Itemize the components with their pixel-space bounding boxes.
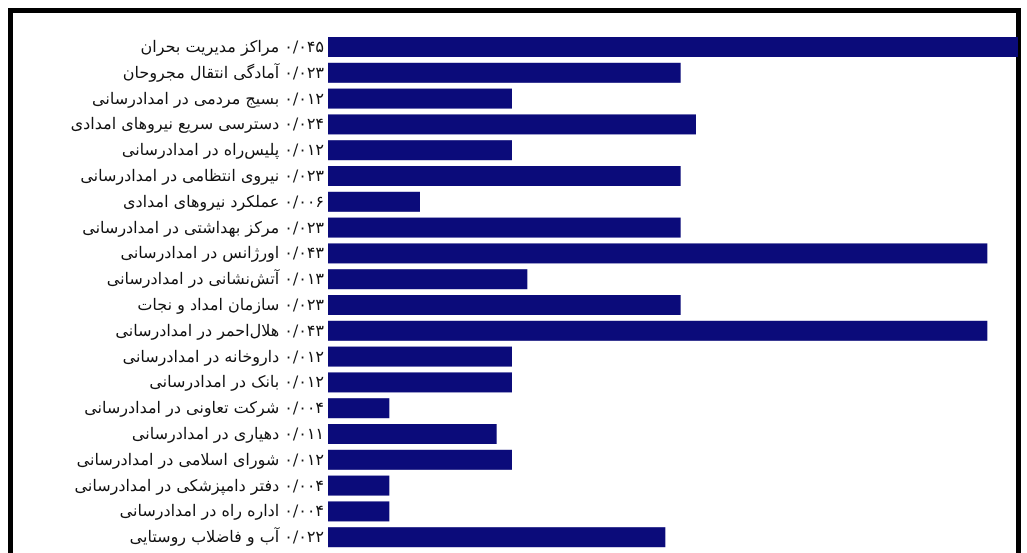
bar-label: ۰/۰۰۴اداره راه در امدادرسانی (115, 499, 324, 523)
category-label: مرکز بهداشتی در امدادرسانی (82, 217, 280, 237)
bar (328, 424, 497, 444)
category-label: نیروی انتظامی در امدادرسانی (80, 166, 280, 185)
bar (328, 140, 512, 161)
category-label: داروخانه در امدادرسانی (122, 346, 280, 366)
bar (328, 449, 512, 470)
value-label: ۰/۰۱۲ (284, 140, 324, 160)
bar (328, 320, 988, 341)
category-label: شورای اسلامی در امدادرسانی (76, 449, 280, 469)
bar-label: ۰/۰۰۴دفتر دامپزشکی در امدادرسانی (70, 474, 324, 498)
category-label: آتش‌نشانی در امدادرسانی (106, 269, 280, 289)
bar (328, 191, 420, 212)
bar-label: ۰/۰۱۲بانک در امدادرسانی (144, 370, 324, 394)
category-label: سازمان امداد و نجات (137, 295, 280, 314)
bar-label: ۰/۰۱۲شورای اسلامی در امدادرسانی (72, 448, 324, 472)
value-label: ۰/۰۲۲ (284, 527, 324, 547)
bar-label: ۰/۰۰۶عملکرد نیروهای امدادی (118, 190, 324, 214)
category-label: مراکز مدیریت بحران (140, 37, 280, 56)
category-label: آب و فاضلاب روستایی (129, 527, 280, 547)
value-label: ۰/۰۲۳ (284, 295, 324, 314)
bar-label: ۰/۰۱۱دهیاری در امدادرسانی (127, 422, 324, 446)
value-label: ۰/۰۱۲ (284, 372, 324, 392)
bar (328, 269, 528, 290)
bar-label: ۰/۰۴۳اورژانس در امدادرسانی (116, 241, 325, 265)
bar-label: ۰/۰۰۴شرکت تعاونی در امدادرسانی (79, 396, 324, 420)
value-label: ۰/۰۲۳ (284, 166, 324, 185)
bar (328, 37, 1018, 57)
bar (328, 217, 681, 238)
value-label: ۰/۰۰۶ (284, 191, 324, 211)
category-label: اداره راه در امدادرسانی (119, 501, 280, 521)
bar (328, 372, 512, 393)
value-label: ۰/۰۱۲ (284, 88, 324, 108)
category-label: بانک در امدادرسانی (149, 372, 280, 392)
value-label: ۰/۰۱۲ (284, 346, 324, 366)
value-label: ۰/۰۱۳ (284, 269, 324, 289)
bar-label: ۰/۰۲۳سازمان امداد و نجات (132, 293, 324, 317)
category-label: آمادگی انتقال مجروحان (122, 62, 280, 82)
value-label: ۰/۰۲۳ (284, 217, 324, 237)
category-label: پلیس‌راه در امدادرسانی (121, 140, 280, 160)
frame (8, 8, 1021, 553)
bar (328, 527, 666, 548)
bar (328, 114, 696, 135)
bar-label: ۰/۰۴۵مراکز مدیریت بحران (136, 35, 324, 59)
bar-label: ۰/۰۲۲آب و فاضلاب روستایی (125, 525, 324, 549)
value-label: ۰/۰۴۵ (284, 37, 324, 56)
bar (328, 243, 988, 264)
value-label: ۰/۰۱۲ (284, 449, 324, 469)
bar (328, 295, 681, 315)
bar-label: ۰/۰۱۲پلیس‌راه در امدادرسانی (117, 138, 324, 162)
bar (328, 62, 681, 83)
value-label: ۰/۰۰۴ (284, 501, 324, 521)
category-label: اورژانس در امدادرسانی (120, 243, 280, 263)
bar-label: ۰/۰۲۳نیروی انتظامی در امدادرسانی (75, 164, 324, 188)
bar-label: ۰/۰۲۳آمادگی انتقال مجروحان (118, 61, 324, 85)
value-label: ۰/۰۰۴ (284, 475, 324, 495)
category-label: دسترسی سریع نیروهای امدادی (70, 114, 280, 134)
bar-label: ۰/۰۴۳هلال‌احمر در امدادرسانی (110, 319, 324, 343)
bar-label: ۰/۰۱۲بسیج مردمی در امدادرسانی (87, 87, 324, 111)
value-label: ۰/۰۱۱ (284, 424, 324, 443)
value-label: ۰/۰۲۴ (284, 114, 324, 134)
category-label: دفتر دامپزشکی در امدادرسانی (74, 475, 280, 495)
bar-label: ۰/۰۱۳آتش‌نشانی در امدادرسانی (102, 267, 324, 291)
value-label: ۰/۰۴۳ (284, 243, 324, 263)
bar (328, 166, 681, 186)
value-label: ۰/۰۰۴ (284, 398, 324, 418)
value-label: ۰/۰۲۳ (284, 62, 324, 82)
category-label: بسیج مردمی در امدادرسانی (92, 88, 280, 108)
bar (328, 501, 390, 522)
bar-label: ۰/۰۲۳مرکز بهداشتی در امدادرسانی (77, 216, 324, 240)
bar-label: ۰/۰۱۲داروخانه در امدادرسانی (118, 345, 324, 369)
category-label: دهیاری در امدادرسانی (131, 424, 280, 443)
category-label: عملکرد نیروهای امدادی (123, 191, 280, 211)
bar-label: ۰/۰۲۴دسترسی سریع نیروهای امدادی (66, 112, 324, 136)
category-label: شرکت تعاونی در امدادرسانی (84, 398, 280, 418)
bar (328, 346, 512, 367)
value-label: ۰/۰۴۳ (284, 320, 324, 340)
bar (328, 475, 390, 496)
bar (328, 398, 390, 419)
category-label: هلال‌احمر در امدادرسانی (115, 320, 280, 340)
bar (328, 88, 512, 109)
